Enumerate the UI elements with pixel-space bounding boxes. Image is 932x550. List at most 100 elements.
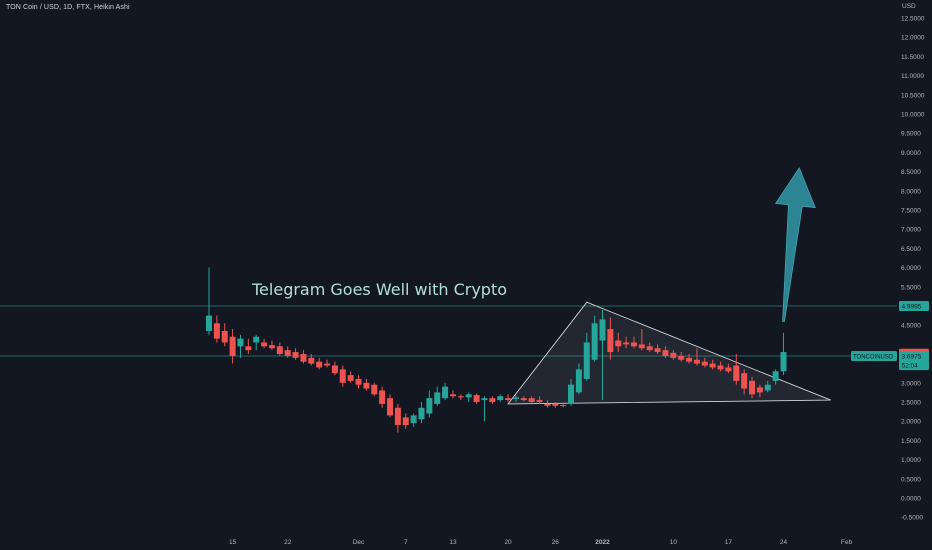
time-tick-label: 20 [504,539,512,546]
candle-body [505,398,512,401]
time-tick-label: 26 [552,539,560,546]
time-tick-label: 17 [725,539,733,546]
candle-body [662,350,669,356]
candle-body [693,359,700,364]
price-tag-bg [899,360,929,371]
candle-body [347,375,354,381]
price-tick-label: 8.5000 [901,169,921,176]
symbol-tag-bg [851,351,897,362]
candle-body [387,398,394,416]
candle-body [237,338,244,347]
price-tick-label: 11.0000 [901,73,924,80]
price-tick-label: 12.0000 [901,35,925,42]
time-axis[interactable]: 15 22 Dec 7 13 20 26 2022 10 17 24 Feb [229,539,852,546]
candle-body [654,348,661,353]
candle-body [528,398,535,402]
time-tick-label: 7 [404,539,408,546]
horizontal-levels [0,305,897,357]
candle-body [575,369,582,393]
candle-body [473,395,480,402]
candle-body [717,365,724,370]
candle-body [607,329,614,353]
price-tick-label: 5.5000 [901,284,921,291]
candlestick-series [206,267,787,433]
candle-body [308,357,315,364]
price-tick-label: 7.0000 [901,227,921,234]
price-tick-label: 6.5000 [901,246,921,253]
candle-body [780,352,787,372]
candle-body [394,407,401,426]
price-tick-label: 2.0000 [901,419,921,426]
symbol-tag-label: TONCOINUSD [853,355,894,361]
candle-body [331,365,338,374]
candle-body [371,384,378,395]
candle-body [678,355,685,360]
candle-body [276,346,283,354]
candle-body [497,396,504,401]
candle-body [465,394,472,398]
candle-body [229,336,236,356]
candle-body [552,403,559,406]
candle-body [630,342,637,347]
time-tick-label: 15 [229,539,237,546]
price-tag-label: 3.6975 [902,354,922,361]
candle-body [457,396,464,398]
price-axis[interactable]: 12.5000 12.0000 11.5000 11.0000 10.5000 10.00… [897,0,932,550]
candle-body [638,344,645,349]
candle-body [418,407,425,420]
price-tag-label: 4.9995 [902,304,922,311]
candle-body [245,346,252,351]
candle-body [284,350,291,356]
price-tag-bg [899,351,929,362]
candle-body [402,417,409,426]
candle-body [261,342,268,347]
candle-body [725,367,732,372]
time-tick-label: 2022 [595,539,610,546]
price-tick-label: 8.0000 [901,188,921,195]
candle-body [324,363,331,366]
candle-body [426,398,433,414]
price-axis-bg [897,0,932,550]
price-tick-label: 7.5000 [901,208,921,215]
candle-body [583,342,590,379]
price-tick-label: 1.0000 [901,457,921,464]
price-tick-label: 6.0000 [901,265,921,272]
time-tick-label: 13 [449,539,457,546]
symbol-title[interactable]: TON Coin / USD, 1D, FTX, Heikin Ashi [6,4,130,11]
time-tick-label: 22 [284,539,292,546]
candle-body [536,400,543,402]
time-tick-label: Feb [841,539,853,546]
price-tick-label: 9.0000 [901,150,921,157]
candle-body [379,390,386,404]
projection-arrow [774,167,816,322]
candle-body [749,380,756,395]
candle-body [772,371,779,381]
candle-body [206,315,212,331]
price-tag-label: 52:04 [902,363,919,370]
candle-body [410,415,417,424]
candle-body [316,361,323,368]
candle-body [568,384,575,404]
price-tick-label: 9.5000 [901,131,921,138]
candle-body [339,369,346,383]
candle-body [520,398,527,401]
price-tick-label: 0.5000 [901,476,921,483]
candle-body [221,330,228,343]
candle-body [489,398,496,402]
annotation-text[interactable]: Telegram Goes Well with Crypto [252,280,508,299]
candle-body [709,363,716,368]
candle-body [268,345,275,349]
time-tick-label: Dec [353,539,365,546]
price-tag-bg [899,301,929,312]
price-tick-label: -0.5000 [901,515,923,522]
candle-body [363,382,370,389]
price-tick-label: 12.5000 [901,16,925,23]
candle-body [512,397,519,399]
price-tick-label: 4.5000 [901,323,921,330]
candle-body [646,346,653,351]
price-tick-label: 2.5000 [901,400,921,407]
candle-body [670,352,677,358]
